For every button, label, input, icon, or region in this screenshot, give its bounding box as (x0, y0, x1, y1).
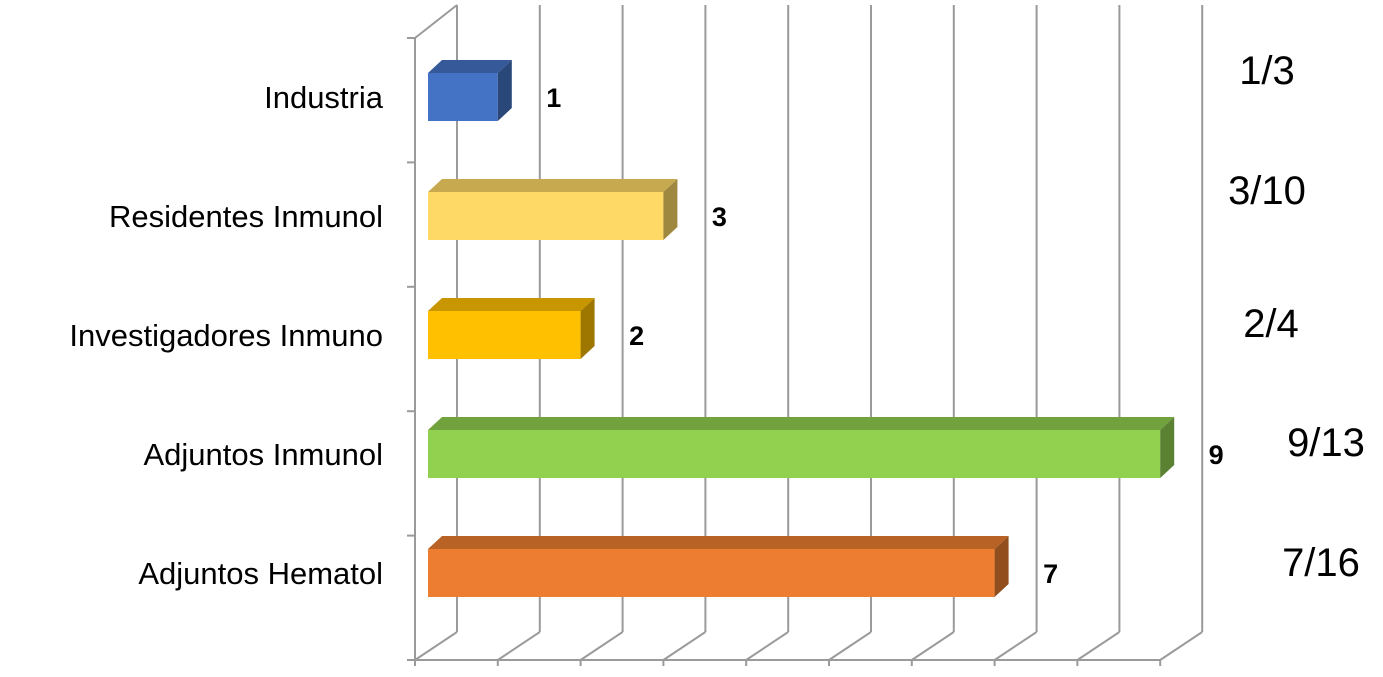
x-tick-label-6: 6 (907, 675, 918, 677)
x-tick-label-1: 1 (493, 675, 504, 677)
floor-line-0 (414, 631, 458, 661)
bars (428, 60, 1175, 597)
x-tick-label-3: 3 (658, 675, 669, 677)
bar-front-3 (428, 430, 1161, 478)
bar-front-0 (428, 73, 498, 121)
floor-line-8 (1076, 631, 1120, 661)
bar-side-4 (994, 536, 1009, 597)
data-label-2: 2 (629, 321, 644, 351)
category-label-1: Residentes Inmunol (109, 199, 383, 234)
ratio-label-3: 9/13 (1287, 421, 1365, 465)
data-label-3: 9 (1209, 440, 1224, 470)
x-tick-label-2: 2 (575, 675, 586, 677)
data-label-0: 1 (546, 83, 561, 113)
left-wall-top-edge (414, 4, 458, 39)
bar-side-3 (1160, 417, 1175, 478)
data-label-4: 7 (1043, 559, 1058, 589)
bar-side-1 (663, 179, 678, 240)
x-tick-label-0: 0 (410, 675, 421, 677)
bar-top-2 (428, 298, 595, 311)
floor-line-6 (911, 631, 955, 661)
floor-line-9 (1159, 631, 1203, 661)
floor-line-5 (828, 631, 872, 661)
gridlines (414, 5, 1204, 661)
bar-top-1 (428, 179, 678, 192)
category-label-0: Industria (264, 80, 384, 115)
x-tick-label-8: 8 (1072, 675, 1083, 677)
data-label-1: 3 (712, 202, 727, 232)
bar-front-1 (428, 192, 664, 240)
ratio-label-0: 1/3 (1239, 49, 1295, 93)
labels: Industria 1 Residentes Inmunol 3 Investigado… (69, 49, 1365, 591)
x-tick-label-5: 5 (824, 675, 835, 677)
bar-side-0 (497, 60, 512, 121)
floor-line-2 (580, 631, 624, 661)
category-label-2: Investigadores Inmuno (69, 318, 383, 353)
x-tick-label-4: 4 (741, 675, 752, 677)
bar-top-3 (428, 417, 1175, 430)
floor-line-3 (662, 631, 706, 661)
ratio-label-4: 7/16 (1282, 541, 1360, 585)
floor-line-4 (745, 631, 789, 661)
x-tick-label-7: 7 (989, 675, 1000, 677)
bar-top-4 (428, 536, 1009, 549)
bar-front-2 (428, 311, 581, 359)
ratio-label-2: 2/4 (1243, 302, 1299, 346)
bar-front-4 (428, 549, 995, 597)
category-label-4: Adjuntos Hematol (138, 556, 383, 591)
bar-side-2 (580, 298, 595, 359)
bar-top-0 (428, 60, 512, 73)
floor-line-1 (497, 631, 541, 661)
category-label-3: Adjuntos Inmunol (143, 437, 383, 472)
x-tick-label-9: 9 (1155, 675, 1166, 677)
floor-line-7 (994, 631, 1038, 661)
ratio-label-1: 3/10 (1228, 169, 1306, 213)
